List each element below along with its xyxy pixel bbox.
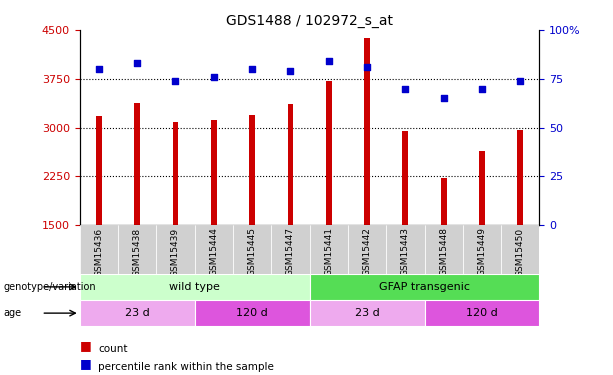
Text: GSM15436: GSM15436 [94, 227, 104, 277]
FancyBboxPatch shape [310, 274, 539, 300]
Bar [403, 131, 408, 225]
Text: wild type: wild type [169, 282, 220, 292]
Text: GSM15442: GSM15442 [362, 227, 371, 276]
FancyBboxPatch shape [501, 225, 539, 274]
Point [247, 66, 257, 72]
Point [94, 66, 104, 72]
Text: GSM15443: GSM15443 [401, 227, 410, 276]
Point [400, 86, 410, 92]
FancyBboxPatch shape [80, 300, 195, 326]
Point [439, 95, 449, 101]
Bar [249, 114, 255, 225]
Bar [96, 116, 102, 225]
FancyBboxPatch shape [80, 274, 310, 300]
Text: ■: ■ [80, 357, 91, 370]
Bar [287, 104, 293, 225]
Text: GSM15449: GSM15449 [478, 227, 487, 276]
Bar [441, 177, 446, 225]
Point [286, 68, 295, 74]
Text: ■: ■ [80, 339, 91, 352]
Point [170, 78, 180, 84]
Bar [134, 103, 140, 225]
Text: percentile rank within the sample: percentile rank within the sample [98, 363, 274, 372]
Text: GFAP transgenic: GFAP transgenic [379, 282, 470, 292]
FancyBboxPatch shape [310, 225, 348, 274]
Point [132, 60, 142, 66]
Title: GDS1488 / 102972_s_at: GDS1488 / 102972_s_at [226, 13, 393, 28]
Text: GSM15448: GSM15448 [439, 227, 448, 276]
FancyBboxPatch shape [156, 225, 195, 274]
Bar [211, 120, 216, 225]
FancyBboxPatch shape [80, 225, 118, 274]
Text: GSM15445: GSM15445 [248, 227, 257, 276]
Point [324, 58, 333, 64]
Text: GSM15450: GSM15450 [516, 227, 525, 277]
Bar [326, 81, 332, 225]
FancyBboxPatch shape [348, 225, 386, 274]
Text: 23 d: 23 d [125, 308, 150, 318]
Point [362, 64, 372, 70]
FancyBboxPatch shape [233, 225, 271, 274]
Text: 120 d: 120 d [236, 308, 268, 318]
Text: GSM15438: GSM15438 [132, 227, 142, 277]
Bar [517, 130, 523, 225]
Point [477, 86, 487, 92]
Text: age: age [3, 308, 21, 318]
FancyBboxPatch shape [463, 225, 501, 274]
Bar [364, 39, 370, 225]
FancyBboxPatch shape [424, 225, 463, 274]
FancyBboxPatch shape [118, 225, 156, 274]
Text: GSM15447: GSM15447 [286, 227, 295, 276]
Point [209, 74, 219, 80]
Text: GSM15439: GSM15439 [171, 227, 180, 277]
Text: 120 d: 120 d [466, 308, 498, 318]
FancyBboxPatch shape [195, 300, 310, 326]
FancyBboxPatch shape [386, 225, 424, 274]
FancyBboxPatch shape [195, 225, 233, 274]
FancyBboxPatch shape [310, 300, 424, 326]
Text: 23 d: 23 d [355, 308, 379, 318]
Text: count: count [98, 344, 128, 354]
Text: genotype/variation: genotype/variation [3, 282, 96, 292]
Text: GSM15441: GSM15441 [324, 227, 333, 276]
Text: GSM15444: GSM15444 [209, 227, 218, 276]
FancyBboxPatch shape [271, 225, 310, 274]
Point [516, 78, 525, 84]
Bar [479, 151, 485, 225]
FancyBboxPatch shape [424, 300, 539, 326]
Bar [173, 122, 178, 225]
